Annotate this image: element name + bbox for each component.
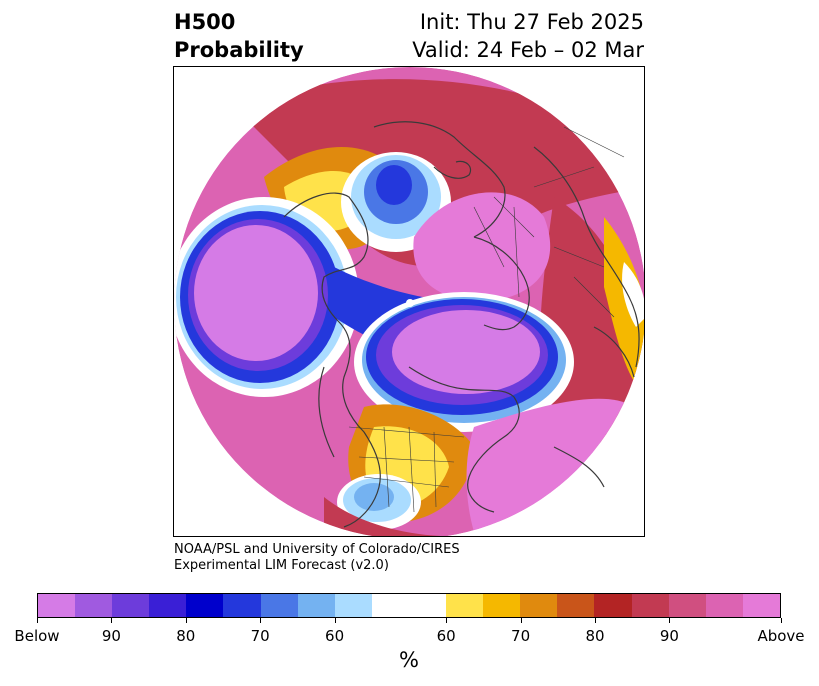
colorbar-swatch xyxy=(149,594,187,617)
colorbar-tick-label: 70 xyxy=(511,627,531,645)
colorbar-tick-label: 60 xyxy=(436,627,456,645)
field-pacific-below xyxy=(194,225,318,361)
colorbar-tick-label: Above xyxy=(757,627,805,645)
init-date: Init: Thu 27 Feb 2025 xyxy=(419,10,644,34)
credit-line-2: Experimental LIM Forecast (v2.0) xyxy=(174,558,389,573)
colorbar-tick-label: 90 xyxy=(659,627,679,645)
colorbar-swatch xyxy=(594,594,632,617)
north-pole-marker xyxy=(406,299,414,307)
political-borders xyxy=(348,126,625,513)
colorbar-swatch xyxy=(520,594,558,617)
title-right: Init: Thu 27 Feb 2025 Valid: 24 Feb – 02… xyxy=(412,8,644,64)
colorbar-tick-label: Below xyxy=(14,627,60,645)
colorbar-tick-mark xyxy=(595,618,596,623)
colorbar-tick-mark xyxy=(669,618,671,623)
colorbar-unit: % xyxy=(399,648,419,672)
map-svg xyxy=(174,67,644,536)
colorbar-swatch xyxy=(446,594,484,617)
colorbar-tick-mark xyxy=(781,618,782,623)
colorbar-tick-mark xyxy=(260,618,262,623)
coastlines xyxy=(283,121,640,528)
colorbar-tick-mark xyxy=(446,618,448,623)
probability-map xyxy=(173,66,645,537)
colorbar-swatch xyxy=(705,594,743,617)
colorbar-tick-mark xyxy=(520,618,522,623)
credit: NOAA/PSL and University of Colorado/CIRE… xyxy=(174,542,460,574)
colorbar-tick-label: 80 xyxy=(585,627,605,645)
title-variable: H500 xyxy=(174,10,236,34)
colorbar-tick-mark xyxy=(37,618,38,623)
field-east-orange xyxy=(604,217,644,397)
colorbar-swatch xyxy=(483,594,521,617)
field-east-white xyxy=(622,262,644,327)
colorbar-swatch xyxy=(75,594,113,617)
colorbar-tick-mark xyxy=(111,618,113,623)
colorbar-swatch xyxy=(371,594,409,617)
colorbar-tick-label: 70 xyxy=(250,627,270,645)
valid-range: Valid: 24 Feb – 02 Mar xyxy=(412,38,644,62)
colorbar-swatch xyxy=(297,594,335,617)
field-sw-blue xyxy=(354,483,394,511)
field-atlantic-below xyxy=(392,310,540,394)
credit-line-1: NOAA/PSL and University of Colorado/CIRE… xyxy=(174,542,460,557)
colorbar-tick-label: 90 xyxy=(101,627,121,645)
colorbar-tick-label: 60 xyxy=(325,627,345,645)
colorbar xyxy=(37,593,781,618)
title-left: H500 Probability xyxy=(174,8,304,64)
field-south-rim xyxy=(324,497,504,536)
colorbar-swatch xyxy=(223,594,261,617)
field-eurasia-high xyxy=(413,192,551,302)
colorbar-swatch xyxy=(631,594,669,617)
colorbar-swatch xyxy=(742,594,780,617)
colorbar-tick-mark xyxy=(334,618,336,623)
field-arctic-darkblue xyxy=(376,165,412,205)
colorbar-swatch xyxy=(408,594,447,617)
colorbar-tick-mark xyxy=(185,618,187,623)
colorbar-tick-label: 80 xyxy=(176,627,196,645)
colorbar-swatch xyxy=(38,594,76,617)
colorbar-swatch xyxy=(186,594,224,617)
colorbar-swatch xyxy=(334,594,372,617)
colorbar-swatch xyxy=(260,594,298,617)
colorbar-swatch xyxy=(112,594,150,617)
title-product: Probability xyxy=(174,38,304,62)
field-south-high xyxy=(466,398,634,532)
colorbar-swatch xyxy=(557,594,595,617)
colorbar-swatch xyxy=(668,594,706,617)
